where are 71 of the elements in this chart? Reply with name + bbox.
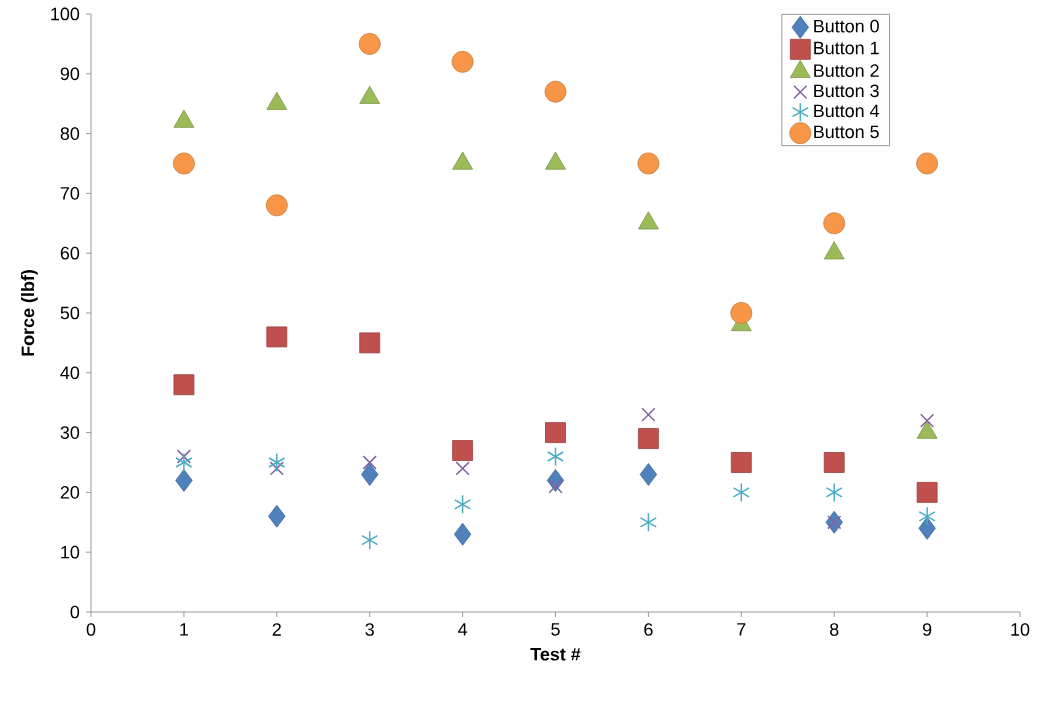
point	[732, 482, 750, 503]
point	[827, 515, 842, 530]
point	[548, 479, 563, 494]
x-tick-label: 2	[272, 623, 281, 636]
point	[544, 80, 567, 103]
y-tick-label: 70	[60, 187, 80, 200]
legend-label: Button 4	[814, 104, 880, 118]
point	[918, 506, 936, 527]
point	[453, 522, 472, 546]
x-tick-label: 1	[180, 623, 189, 636]
point	[455, 461, 470, 476]
point	[268, 504, 286, 528]
y-tick-label: 10	[61, 545, 80, 559]
y-tick-label: 30	[60, 426, 80, 439]
point	[358, 32, 381, 55]
legend-label: Button 1	[814, 41, 879, 55]
x-tick-label: 5	[551, 623, 560, 636]
point	[359, 332, 381, 354]
point	[266, 326, 288, 348]
point	[920, 413, 935, 428]
point	[825, 482, 843, 503]
point	[265, 194, 288, 217]
legend-label: Button 0	[814, 19, 879, 33]
point	[269, 461, 284, 476]
x-tick-label: 10	[1011, 623, 1030, 636]
point	[730, 302, 753, 324]
point	[639, 512, 657, 533]
x-tick-label: 6	[644, 623, 653, 636]
x-tick-label: 8	[830, 623, 839, 636]
x-axis-title: Test #	[530, 648, 581, 661]
point	[454, 494, 472, 515]
y-tick-label: 80	[60, 127, 80, 140]
point	[451, 50, 474, 73]
y-tick-label: 50	[60, 306, 80, 320]
point	[175, 469, 193, 492]
point	[639, 463, 658, 486]
point	[823, 452, 845, 473]
x-tick-label: 0	[86, 623, 96, 636]
point	[176, 449, 192, 464]
point	[361, 530, 379, 550]
point	[173, 152, 195, 175]
point	[173, 374, 195, 396]
point	[452, 440, 474, 461]
legend-label: Button 2	[814, 64, 879, 77]
point	[641, 407, 656, 422]
point	[638, 428, 659, 449]
x-tick-label: 7	[737, 623, 746, 636]
point	[823, 212, 846, 235]
y-axis-title: Force (lbf)	[21, 270, 38, 356]
point	[268, 452, 286, 473]
point	[545, 422, 566, 443]
y-tick-label: 0	[70, 605, 80, 619]
y-tick-label: 90	[60, 67, 80, 81]
point	[918, 516, 936, 540]
x-tick-label: 4	[458, 623, 468, 636]
x-tick-label: 9	[922, 623, 932, 636]
y-tick-label: 60	[60, 246, 80, 260]
point	[916, 481, 938, 503]
point	[730, 452, 752, 473]
point	[546, 446, 565, 467]
point	[361, 463, 379, 486]
x-tick-label: 3	[365, 623, 374, 636]
legend-label: Button 5	[814, 125, 879, 139]
y-tick-label: 20	[60, 486, 80, 499]
legend-label: Button 3	[814, 84, 879, 98]
y-tick-label: 40	[60, 366, 80, 380]
y-tick-label: 100	[51, 7, 80, 21]
point	[362, 455, 377, 470]
point	[916, 152, 939, 175]
point	[637, 152, 660, 175]
point	[175, 452, 193, 473]
